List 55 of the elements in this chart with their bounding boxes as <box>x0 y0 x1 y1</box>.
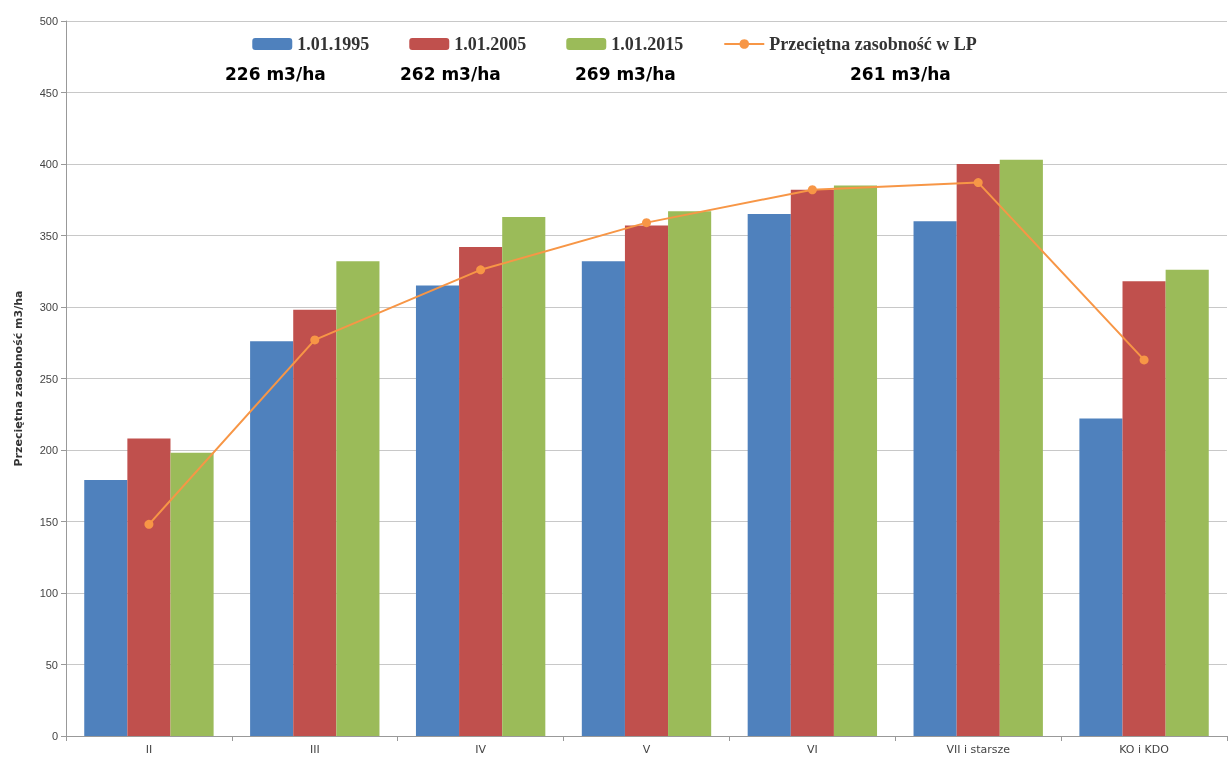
y-tick-label: 200 <box>39 444 58 456</box>
y-tick-label: 450 <box>39 86 58 99</box>
point <box>476 265 486 275</box>
bar <box>999 159 1043 736</box>
point <box>1139 355 1149 365</box>
bar <box>747 214 791 736</box>
x-tick-label: KO i KDO <box>1119 743 1170 756</box>
y-tick-label: 50 <box>45 658 58 671</box>
x-tick-label: VI <box>806 743 818 756</box>
bar <box>502 216 546 736</box>
point <box>973 178 983 188</box>
bar <box>790 189 834 736</box>
bar <box>956 164 1000 736</box>
annotation: 269 m3/ha <box>575 63 676 84</box>
y-tick-label: 300 <box>39 301 58 313</box>
bar <box>581 261 625 736</box>
legend-label: 1.01.2005 <box>454 34 527 54</box>
point <box>807 185 817 195</box>
annotation: 261 m3/ha <box>850 63 951 84</box>
y-tick-label: 350 <box>39 229 58 242</box>
y-tick-label: 0 <box>51 730 58 742</box>
bar <box>624 225 669 736</box>
bar <box>459 246 503 736</box>
annotation: 226 m3/ha <box>225 63 326 84</box>
x-tick-label: III <box>309 743 320 756</box>
bar <box>170 452 214 736</box>
bar <box>833 185 878 736</box>
x-tick-label: VII i starsze <box>946 743 1011 756</box>
y-tick-label: 250 <box>39 372 58 385</box>
bar <box>1165 269 1209 736</box>
bar <box>415 285 460 736</box>
y-tick-label: 100 <box>39 587 58 599</box>
bar <box>127 438 171 736</box>
x-tick-label: II <box>145 743 153 756</box>
bar <box>84 480 128 736</box>
y-axis-title: Przeciętna zasobność m3/ha <box>12 290 25 467</box>
point <box>310 335 320 345</box>
y-tick-label: 400 <box>39 158 58 170</box>
bar <box>1122 281 1166 736</box>
bar <box>293 309 337 736</box>
x-tick-label: V <box>642 743 651 756</box>
bar <box>250 341 294 736</box>
y-tick-label: 150 <box>39 515 58 528</box>
legend-label: 1.01.1995 <box>297 34 370 54</box>
bar <box>668 211 712 736</box>
y-tick-label: 500 <box>39 15 58 27</box>
legend-label: Przeciętna zasobność w LP <box>769 34 977 54</box>
point <box>642 218 651 228</box>
annotation: 262 m3/ha <box>400 63 501 84</box>
bar <box>913 221 957 736</box>
bar <box>336 261 380 736</box>
x-tick-label: IV <box>475 743 487 756</box>
legend-label: 1.01.2015 <box>611 34 684 54</box>
bar <box>1079 418 1123 736</box>
point <box>144 519 154 529</box>
